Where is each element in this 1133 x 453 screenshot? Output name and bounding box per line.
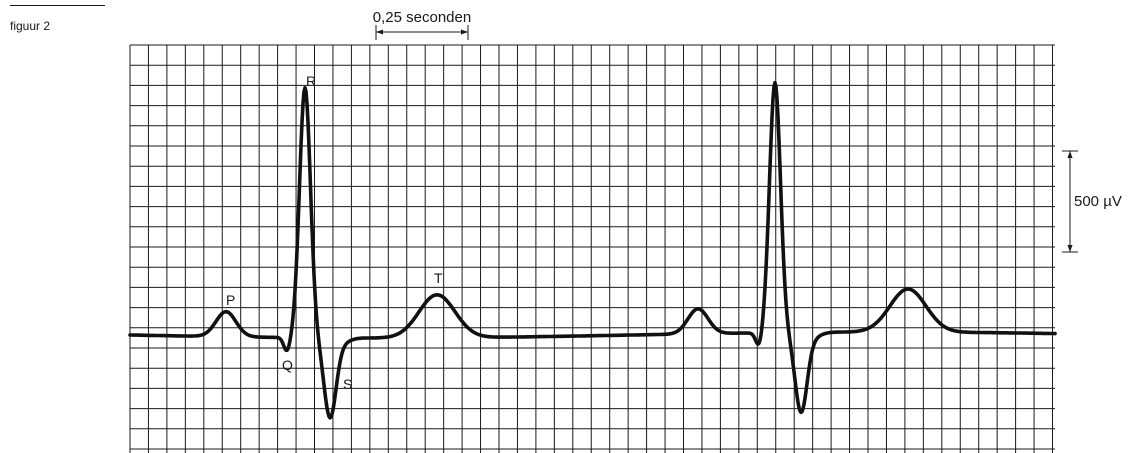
wave-label-t: T	[434, 270, 443, 286]
ecg-grid	[129, 44, 1055, 453]
figure-label: figuur 2	[10, 19, 51, 33]
wave-label-r: R	[306, 73, 316, 89]
voltage-scale-marker	[1062, 150, 1078, 253]
wave-label-q: Q	[282, 357, 293, 373]
time-scale-marker	[375, 25, 469, 40]
ecg-trace	[128, 80, 1057, 420]
wave-label-s: S	[343, 376, 352, 392]
time-scale-label: 0,25 seconden	[373, 9, 471, 26]
figure-label-rule	[10, 5, 105, 6]
voltage-scale-label: 500 µV	[1074, 193, 1122, 210]
wave-label-p: P	[226, 292, 235, 308]
